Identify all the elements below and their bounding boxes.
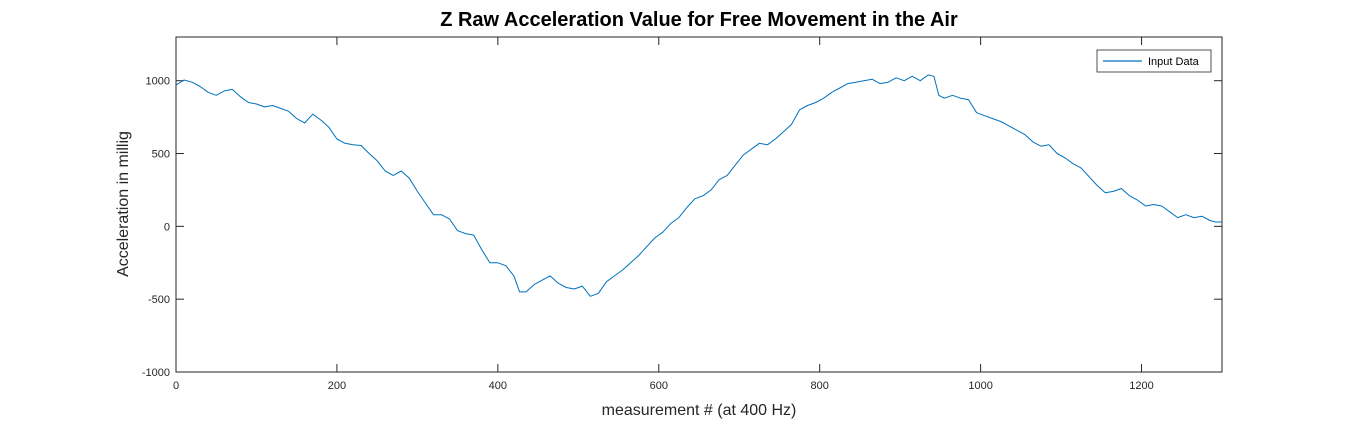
legend-box [1096, 49, 1212, 73]
y-tick-label: -1000 [142, 367, 170, 379]
axis-ticks: 0 200 400 600 800 1000 1200 -1000 -500 0 500 1000 [142, 37, 1222, 392]
legend-label: Input Data [1148, 56, 1200, 68]
x-tick-label: 400 [489, 380, 507, 392]
y-tick-label: 0 [164, 221, 170, 233]
x-tick-label: 800 [811, 380, 829, 392]
series-layer [175, 74, 1222, 297]
y-axis-title: Acceleration in millig [115, 131, 132, 277]
x-tick-label: 600 [650, 380, 668, 392]
x-tick-label: 0 [173, 380, 179, 392]
x-axis-title: measurement # (at 400 Hz) [602, 402, 797, 419]
y-tick-label: -500 [148, 294, 170, 306]
x-tick-label: 200 [328, 380, 346, 392]
series-line-input-data [175, 74, 1222, 297]
y-tick-label: 1000 [146, 76, 170, 88]
plot-area [175, 36, 1223, 373]
chart-title: Z Raw Acceleration Value for Free Moveme… [440, 9, 958, 31]
legend: Input Data [1096, 49, 1212, 73]
x-tick-label: 1200 [1129, 380, 1153, 392]
x-tick-label: 1000 [968, 380, 992, 392]
y-tick-label: 500 [152, 149, 170, 161]
